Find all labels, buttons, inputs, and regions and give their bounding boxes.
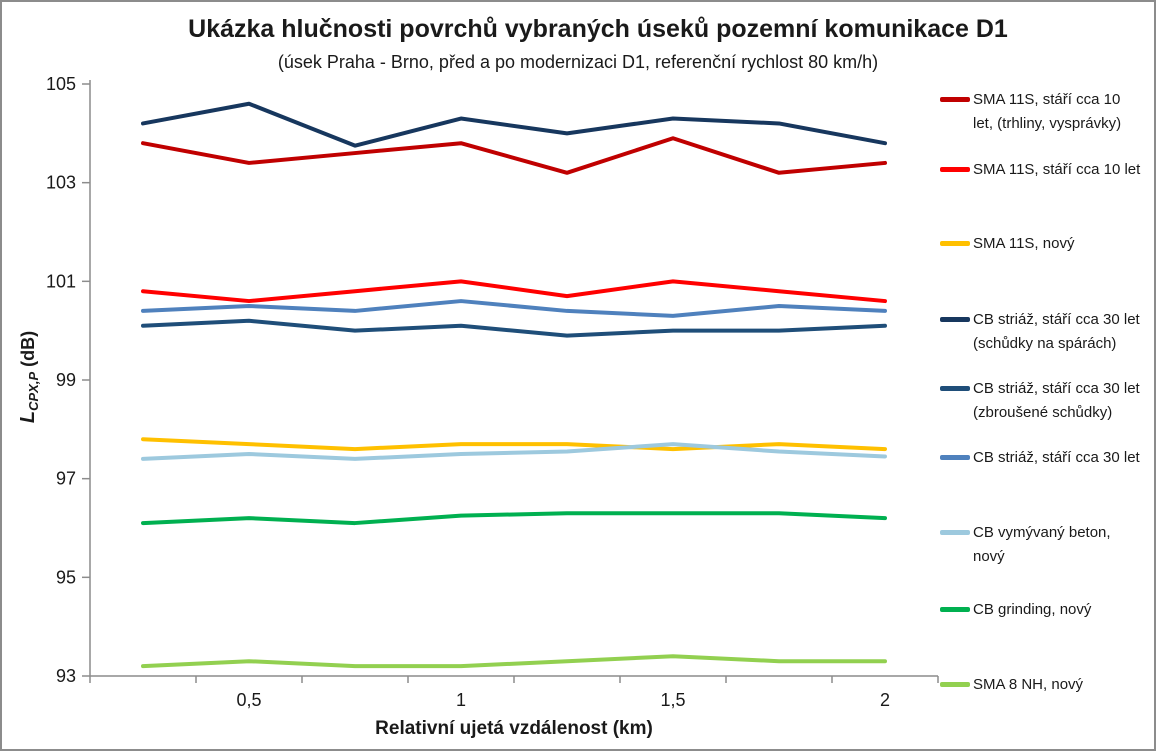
chart-title: Ukázka hlučnosti povrchů vybraných úseků… bbox=[188, 15, 1008, 43]
legend-swatch bbox=[940, 241, 970, 246]
legend-label: SMA 8 NH, nový bbox=[973, 673, 1083, 697]
legend-label-line: (schůdky na spárách) bbox=[973, 335, 1117, 352]
series-line-7 bbox=[141, 442, 887, 461]
legend-label: CB vymývaný beton, nový bbox=[973, 521, 1111, 569]
legend-swatch bbox=[940, 167, 970, 172]
legend-swatch bbox=[940, 607, 970, 612]
legend-item-1: SMA 11S, stáří cca 10 let, (trhliny, vysp… bbox=[940, 88, 1121, 136]
x-tick-label: 1 bbox=[456, 690, 466, 710]
series-line-4 bbox=[141, 101, 887, 148]
legend-item-2: SMA 11S, stáří cca 10 let bbox=[940, 158, 1140, 182]
x-tick-label: 2 bbox=[880, 690, 890, 710]
legend-label: CB striáž, stáří cca 30 let (zbroušené sc… bbox=[973, 377, 1140, 425]
legend-label-line: nový bbox=[973, 548, 1005, 565]
legend-label: CB grinding, nový bbox=[973, 598, 1091, 622]
legend-label-line: CB striáž, stáří cca 30 let bbox=[973, 380, 1140, 397]
y-axis-subscript: CPX,P bbox=[26, 371, 42, 411]
y-axis-unit: (dB) bbox=[17, 330, 38, 367]
legend-label-line: SMA 11S, stáří cca 10 let bbox=[973, 161, 1141, 178]
series-line-1 bbox=[141, 136, 887, 175]
legend-item-4: CB striáž, stáří cca 30 let (schůdky na s… bbox=[940, 308, 1140, 356]
series-line-9 bbox=[141, 654, 887, 669]
legend-label-line: CB striáž, stáří cca 30 let bbox=[973, 311, 1140, 328]
y-tick-label: 101 bbox=[46, 271, 76, 291]
y-tick-label: 105 bbox=[46, 74, 76, 94]
series-line-6 bbox=[141, 299, 887, 318]
legend-item-9: SMA 8 NH, nový bbox=[940, 673, 1083, 697]
legend-label: CB striáž, stáří cca 30 let (schůdky na s… bbox=[973, 308, 1140, 356]
y-axis-title: LCPX,P (dB) bbox=[17, 331, 41, 423]
chart-subtitle: (úsek Praha - Brno, před a po modernizac… bbox=[277, 52, 879, 72]
legend-swatch bbox=[940, 97, 970, 102]
legend-swatch bbox=[940, 317, 970, 322]
y-axis-symbol: L bbox=[16, 410, 39, 424]
legend-label-line: let, (trhliny, vysprávky) bbox=[973, 115, 1122, 132]
legend-label: CB striáž, stáří cca 30 let bbox=[973, 446, 1140, 470]
legend-label: SMA 11S, nový bbox=[973, 232, 1074, 256]
series-line-2 bbox=[141, 279, 887, 304]
y-tick-label: 97 bbox=[56, 469, 76, 489]
legend-label-line: SMA 11S, nový bbox=[973, 235, 1075, 252]
x-axis-title: Relativní ujetá vzdálenost (km) bbox=[375, 718, 653, 739]
y-tick-label: 103 bbox=[46, 173, 76, 193]
legend-item-8: CB grinding, nový bbox=[940, 598, 1091, 622]
y-tick-label: 95 bbox=[56, 567, 76, 587]
legend-item-3: SMA 11S, nový bbox=[940, 232, 1074, 256]
legend-item-5: CB striáž, stáří cca 30 let (zbroušené sc… bbox=[940, 377, 1140, 425]
legend-label-line: SMA 11S, stáří cca 10 bbox=[973, 91, 1121, 108]
legend: SMA 11S, stáří cca 10 let, (trhliny, vysp… bbox=[940, 2, 1154, 749]
legend-label-line: CB vymývaný beton, bbox=[973, 524, 1111, 541]
series-line-3 bbox=[141, 437, 887, 452]
legend-item-7: CB vymývaný beton, nový bbox=[940, 521, 1111, 569]
legend-swatch bbox=[940, 530, 970, 535]
legend-item-6: CB striáž, stáří cca 30 let bbox=[940, 446, 1140, 470]
legend-label-line: SMA 8 NH, nový bbox=[973, 676, 1084, 693]
series-line-8 bbox=[141, 511, 887, 526]
legend-label-line: CB grinding, nový bbox=[973, 601, 1092, 618]
legend-swatch bbox=[940, 386, 970, 391]
series-line-5 bbox=[141, 318, 887, 338]
legend-swatch bbox=[940, 455, 970, 460]
legend-swatch bbox=[940, 682, 970, 687]
legend-label: SMA 11S, stáří cca 10 let, (trhliny, vysp… bbox=[973, 88, 1121, 136]
legend-label: SMA 11S, stáří cca 10 let bbox=[973, 158, 1140, 182]
legend-label-line: CB striáž, stáří cca 30 let bbox=[973, 449, 1140, 466]
y-tick-label: 93 bbox=[56, 666, 76, 686]
legend-label-line: (zbroušené schůdky) bbox=[973, 404, 1113, 421]
x-tick-label: 0,5 bbox=[236, 690, 261, 710]
x-tick-label: 1,5 bbox=[660, 690, 685, 710]
y-tick-label: 99 bbox=[56, 370, 76, 390]
